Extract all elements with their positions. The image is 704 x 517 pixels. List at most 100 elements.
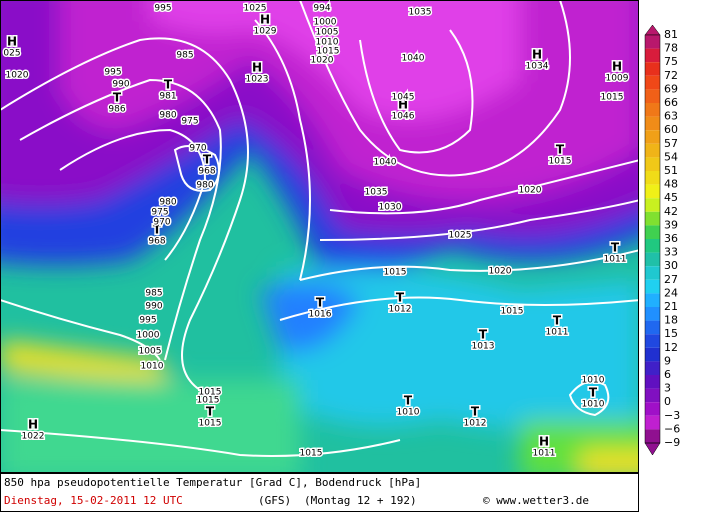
colorbar-label: 63 bbox=[664, 110, 678, 123]
colorbar-swatch bbox=[645, 116, 660, 131]
colorbar-swatch bbox=[645, 334, 660, 348]
centre-symbol: T bbox=[589, 386, 598, 400]
colorbar-label: −6 bbox=[664, 422, 680, 435]
isobar-label: 985 bbox=[145, 289, 162, 299]
isobar-label: 1015 bbox=[384, 268, 407, 278]
centre-symbol: T bbox=[316, 296, 325, 310]
footer-title: 850 hpa pseudopotentielle Temperatur [Gr… bbox=[4, 476, 421, 489]
map-frame bbox=[0, 0, 639, 473]
isobar-label: 1015 bbox=[300, 449, 323, 459]
colorbar-swatch bbox=[645, 35, 660, 49]
colorbar-label: 81 bbox=[664, 28, 678, 41]
isobar-label: 1025 bbox=[244, 4, 267, 14]
colorbar-label: 39 bbox=[664, 218, 678, 231]
colorbar-swatch bbox=[645, 103, 660, 117]
colorbar-swatch bbox=[645, 361, 660, 375]
colorbar-swatch bbox=[645, 375, 660, 389]
colorbar-swatch bbox=[645, 415, 660, 430]
colorbar-swatch bbox=[645, 266, 660, 280]
isobar-label: 1005 bbox=[139, 347, 162, 357]
centre-symbol: H bbox=[260, 13, 270, 27]
centre-symbol: T bbox=[153, 223, 162, 237]
centre-pressure: 1013 bbox=[472, 342, 495, 352]
isobar-label: 995 bbox=[154, 4, 171, 14]
colorbar-label: 60 bbox=[664, 123, 678, 136]
colorbar-label: 75 bbox=[664, 55, 678, 68]
isobar-label: 1010 bbox=[582, 376, 605, 386]
centre-symbol: T bbox=[203, 153, 212, 167]
isobar-label: 1010 bbox=[316, 38, 339, 48]
colorbar-label: 33 bbox=[664, 246, 678, 259]
map bbox=[0, 0, 638, 472]
footer-box bbox=[0, 473, 639, 512]
isobar-label: 1015 bbox=[199, 388, 222, 398]
colorbar-swatch bbox=[645, 130, 660, 144]
colorbar-label: 27 bbox=[664, 273, 678, 286]
colorbar-label: −3 bbox=[664, 409, 680, 422]
centre-symbol: T bbox=[404, 394, 413, 408]
isobar-label: 980 bbox=[196, 181, 213, 191]
centre-pressure: 1015 bbox=[199, 419, 222, 429]
colorbar-label: −9 bbox=[664, 436, 680, 449]
colorbar-label: 69 bbox=[664, 82, 678, 95]
isobar-label: 1000 bbox=[314, 18, 337, 28]
colorbar-label: 9 bbox=[664, 354, 671, 367]
isobar-label: 1035 bbox=[409, 8, 432, 18]
colorbar-swatch bbox=[645, 239, 660, 253]
footer-date: Dienstag, 15-02-2011 12 UTC bbox=[4, 494, 183, 507]
centre-symbol: H bbox=[612, 60, 622, 74]
centre-pressure: 1010 bbox=[397, 408, 420, 418]
colorbar-swatch bbox=[645, 429, 660, 443]
colorbar-label: 6 bbox=[664, 368, 671, 381]
isobar-label: 1015 bbox=[197, 396, 220, 406]
colorbar-swatch bbox=[645, 89, 660, 103]
colorbar-label: 57 bbox=[664, 137, 678, 150]
centre-pressure: 025 bbox=[3, 49, 20, 59]
centre-pressure: 1029 bbox=[254, 27, 277, 37]
centre-pressure: 1015 bbox=[549, 157, 572, 167]
centre-pressure: 1009 bbox=[606, 74, 629, 84]
colorbar-swatch bbox=[645, 252, 660, 267]
isobar-label: 975 bbox=[181, 117, 198, 127]
isobar-label: 1000 bbox=[137, 331, 160, 341]
isobar-labels: 995 1025 994100010051010101510201035104010… bbox=[4, 2, 625, 460]
isobar-label: 1020 bbox=[6, 71, 29, 81]
centre-pressure: 986 bbox=[108, 105, 125, 115]
isobar-label: 1020 bbox=[489, 267, 512, 277]
colorbar-swatch bbox=[645, 157, 660, 171]
colorbar-label: 66 bbox=[664, 96, 678, 109]
isobar-label: 1015 bbox=[601, 93, 624, 103]
centre-pressure: 1011 bbox=[546, 328, 569, 338]
footer-model: (GFS) bbox=[258, 494, 291, 507]
isobars bbox=[0, 0, 638, 457]
colorbar-frame bbox=[644, 34, 661, 444]
colorbar-label: 45 bbox=[664, 191, 678, 204]
isobar-label: 1020 bbox=[519, 186, 542, 196]
isobar-label: 1030 bbox=[379, 203, 402, 213]
centre-pressure: 968 bbox=[148, 237, 165, 247]
isobar-label: 980 bbox=[159, 111, 176, 121]
isobar-label: 1015 bbox=[317, 47, 340, 57]
colorbar-label: 15 bbox=[664, 327, 678, 340]
centre-pressure: 1012 bbox=[389, 305, 412, 315]
isobar-label: 1010 bbox=[141, 362, 164, 372]
colorbar-label: 72 bbox=[664, 69, 678, 82]
isobar-label: 1045 bbox=[392, 93, 415, 103]
isobar-label: 1015 bbox=[501, 307, 524, 317]
centre-symbol: T bbox=[164, 78, 173, 92]
centre-symbol: T bbox=[553, 314, 562, 328]
isobar-label: 980 bbox=[159, 198, 176, 208]
colorbar-swatch bbox=[645, 211, 660, 226]
colorbar-label: 24 bbox=[664, 286, 678, 299]
centre-pressure: 1034 bbox=[526, 62, 549, 72]
isobar-label: 1035 bbox=[365, 188, 388, 198]
centre-symbol: H bbox=[532, 48, 542, 62]
colorbar-label: 3 bbox=[664, 382, 671, 395]
colorbar-swatch bbox=[645, 293, 660, 307]
centre-pressure: 1010 bbox=[582, 400, 605, 410]
colorbar-label: 51 bbox=[664, 164, 678, 177]
centre-pressure: 968 bbox=[198, 167, 215, 177]
colorbar-label: 48 bbox=[664, 178, 678, 191]
